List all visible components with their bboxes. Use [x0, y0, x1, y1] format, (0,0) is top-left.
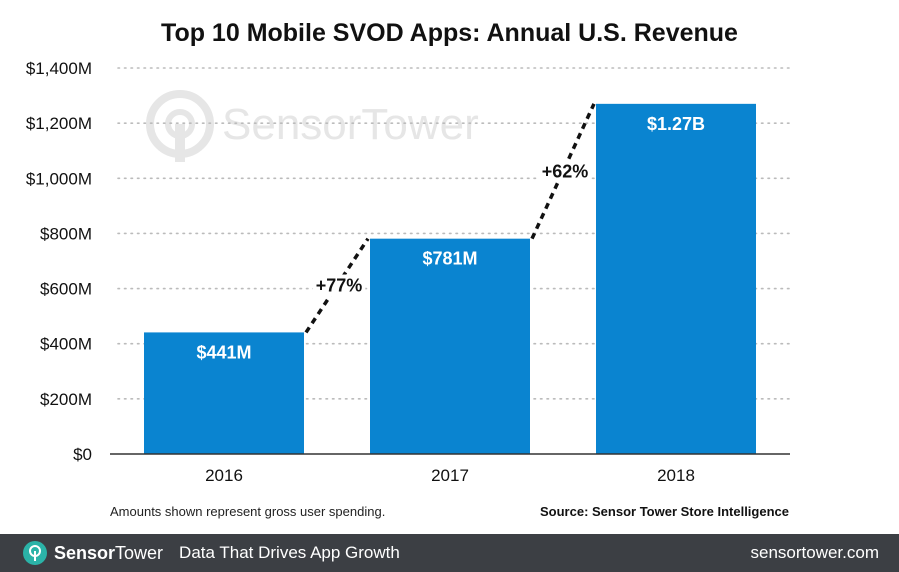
growth-annotations: +77% +62%: [304, 103, 596, 334]
growth-label: +62%: [542, 161, 589, 181]
y-tick-label: $1,000M: [26, 169, 92, 188]
footer-url[interactable]: sensortower.com: [750, 543, 880, 562]
footnote: Amounts shown represent gross user spend…: [110, 504, 385, 519]
y-tick-label: $1,200M: [26, 114, 92, 133]
y-tick-label: $1,400M: [26, 59, 92, 78]
x-axis-ticks: 2016 2017 2018: [205, 466, 695, 485]
y-tick-label: $400M: [40, 335, 92, 354]
growth-connector: [530, 103, 596, 240]
bar-value-label: $441M: [196, 342, 251, 362]
bar-2018: [596, 103, 756, 454]
growth-label-background: [312, 274, 366, 297]
y-tick-label: $600M: [40, 280, 92, 299]
footer-bar: SensorTower Data That Drives App Growth …: [0, 534, 899, 572]
y-axis-ticks: $0 $200M $400M $600M $800M $1,000M $1,200M $1,4…: [26, 59, 92, 464]
bar-2016: [144, 332, 304, 454]
source-credit: Source: Sensor Tower Store Intelligence: [540, 504, 789, 519]
bar-value-label: $781M: [422, 249, 477, 269]
y-tick-label: $200M: [40, 390, 92, 409]
sensor-tower-logo-icon: [23, 541, 47, 565]
x-tick-label: 2016: [205, 466, 243, 485]
y-tick-label: $800M: [40, 224, 92, 243]
bar-2017: [370, 238, 530, 454]
sensor-tower-watermark-logo-icon: [146, 90, 214, 162]
y-tick-label: $0: [73, 445, 92, 464]
bar-value-label: $1.27B: [647, 114, 705, 134]
chart-title: Top 10 Mobile SVOD Apps: Annual U.S. Rev…: [161, 19, 738, 47]
footer-logo[interactable]: SensorTower: [22, 540, 163, 566]
watermark: SensorTower: [146, 90, 479, 162]
bars: $441M $781M $1.27B: [144, 103, 756, 454]
growth-label-background: [538, 160, 592, 183]
footer-brand-bold: Sensor: [54, 542, 116, 563]
footer-brand-regular: Tower: [115, 542, 164, 563]
x-tick-label: 2018: [657, 466, 695, 485]
x-tick-label: 2017: [431, 466, 469, 485]
footer-tagline: Data That Drives App Growth: [179, 543, 400, 562]
watermark-text: SensorTower: [222, 100, 479, 149]
growth-label: +77%: [316, 276, 363, 296]
chart: SensorTower Top 10 Mobile SVOD Apps: Ann…: [26, 19, 791, 519]
footer-brand: SensorTower: [54, 543, 163, 564]
